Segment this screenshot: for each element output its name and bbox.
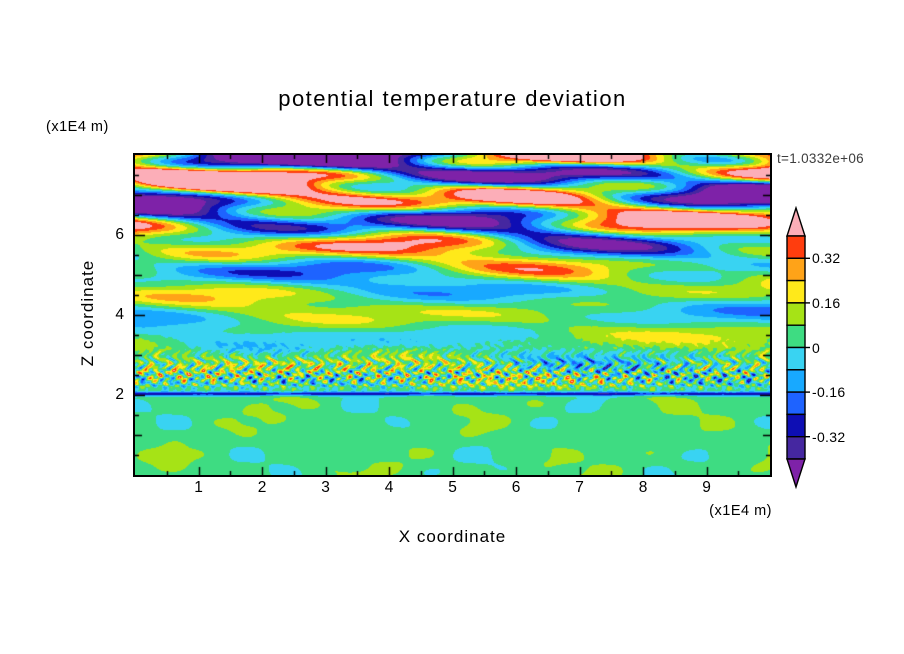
time-label: t=1.0332e+06 <box>777 151 864 166</box>
chart-title: potential temperature deviation <box>278 86 627 111</box>
colorbar-label: -0.32 <box>812 428 846 445</box>
contour-field-canvas <box>135 155 770 475</box>
colorbar-label: 0.32 <box>812 250 841 267</box>
x-tick-label: 8 <box>638 479 648 496</box>
x-tick-label: 4 <box>384 479 394 496</box>
x-tick-label: 9 <box>702 479 711 496</box>
z-tick-label: 2 <box>115 386 124 403</box>
x-axis-label: X coordinate <box>398 527 507 546</box>
x-tick-label: 2 <box>257 479 267 496</box>
colorbar-label: -0.16 <box>812 384 846 401</box>
x-tick-label: 1 <box>194 479 203 496</box>
x-tick-label: 3 <box>321 479 330 496</box>
colorbar <box>779 205 819 490</box>
x-tick-label: 6 <box>511 479 521 496</box>
contour-plot-frame <box>133 153 772 477</box>
colorbar-label: 0 <box>812 339 821 356</box>
x-axis-unit: (x1E4 m) <box>709 503 772 519</box>
z-tick-label: 4 <box>115 306 124 323</box>
z-axis-unit: (x1E4 m) <box>46 119 109 135</box>
x-tick-label: 7 <box>575 479 584 496</box>
x-tick-label: 5 <box>448 479 457 496</box>
z-tick-label: 6 <box>115 226 124 243</box>
colorbar-label: 0.16 <box>812 294 841 311</box>
